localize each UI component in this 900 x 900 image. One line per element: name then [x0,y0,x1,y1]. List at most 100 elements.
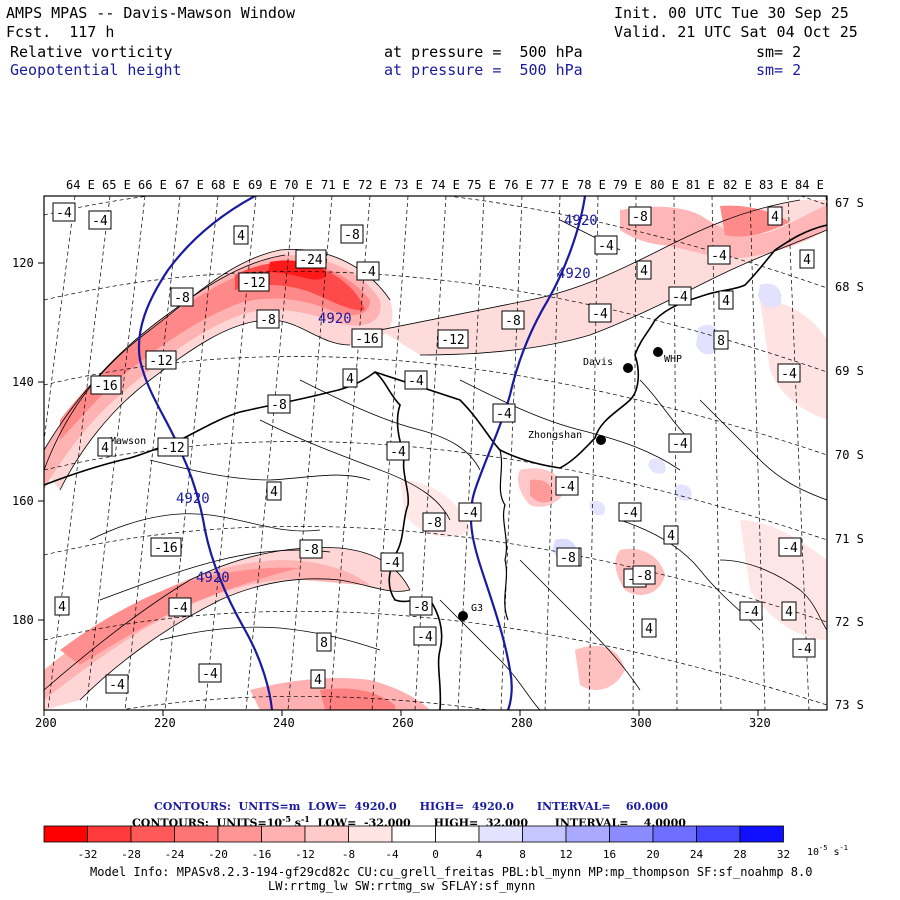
plot-title: AMPS MPAS -- Davis-Mawson Window [6,4,295,22]
vorticity-value: -4 [408,374,424,389]
vorticity-value-frame [594,235,618,255]
vorticity-value-frame [458,502,482,522]
vorticity-shading [44,200,827,710]
vorticity-value-frame [267,394,291,414]
field-smooth-vorticity: sm= 2 [756,43,802,61]
vorticity-value: -4 [672,437,688,452]
vorticity-value-box: -8 [340,224,364,244]
lon-label: 74 E [431,178,460,192]
vorticity-value-box: -16 [90,375,122,395]
vorticity-value: -8 [271,398,287,413]
vorticity-value: 4 [803,253,811,268]
vorticity-value-frame [256,309,280,329]
lat-label: 68 S [835,280,864,294]
vorticity-value-frame [778,537,802,557]
vorticity-value-box: -4 [168,597,192,617]
lon-label: 77 E [540,178,569,192]
vorticity-value-frame [145,350,177,370]
vorticity-value-frame [632,565,656,585]
vorticity-value-frame [150,537,182,557]
vorticity-value: -4 [672,290,688,305]
vorticity-value-frame [422,512,446,532]
model-info: Model Info: MPASv8.2.3-194-gf29cd82c CU:… [90,865,813,879]
lon-label: 84 E [795,178,824,192]
vorticity-value-frame [168,597,192,617]
map-frame [43,195,828,711]
vorticity-value-frame [238,272,270,292]
axis-ticks [38,262,759,716]
y-tick-label: 120 [12,256,34,270]
vorticity-value: -16 [94,379,117,394]
vorticity-value-frame [413,626,437,646]
vorticity-value-box: 4 [233,225,249,245]
vorticity-value-frame [628,206,652,226]
lon-label: 72 E [358,178,387,192]
vorticity-value-box: -16 [351,328,383,348]
vorticity-value-box: -4 [105,674,129,694]
vorticity-value-frame [588,303,612,323]
vort-contour-units: CONTOURS: UNITS=10 [132,816,283,830]
vorticity-value-frame [351,328,383,348]
vorticity-value: -4 [92,214,108,229]
height-label: 4920 [318,311,352,327]
vorticity-value: 4 [346,372,354,387]
vorticity-value-frame [266,481,282,501]
vorticity-value-frame [777,363,801,383]
vorticity-value: -4 [592,307,608,322]
vorticity-value-frame [668,433,692,453]
vorticity-value-frame [718,290,734,310]
forecast-hour: Fcst. 117 h [6,23,115,41]
vorticity-value: -4 [781,367,797,382]
vorticity-value: -4 [622,506,638,521]
vorticity-value: -8 [344,228,360,243]
model-info-physics: LW:rrtmg_lw SW:rrtmg_sw SFLAY:sf_mynn [268,879,536,893]
vorticity-value-box: 4 [266,481,282,501]
field-pressure-vorticity: at pressure = 500 hPa [384,43,583,61]
vorticity-value-frame [157,437,189,457]
vorticity-value-box: -8 [267,394,291,414]
vorticity-value-frame [299,539,323,559]
vorticity-value-frame [54,596,70,616]
vorticity-value-frame [340,224,364,244]
latitude-labels: 67 S 68 S 69 S 70 S 71 S 72 S 73 S [835,196,864,712]
vorticity-value-frame [713,330,729,350]
vorticity-value: 4 [58,600,66,615]
vorticity-value: -12 [149,354,172,369]
vorticity-value-box: 4 [310,669,326,689]
vorticity-value-box: 4 [799,249,815,269]
lon-label: 73 E [394,178,423,192]
vorticity-value: -8 [505,314,521,329]
lon-label: 70 E [284,178,313,192]
height-label: 4920 [557,266,591,282]
vorticity-value-box: -4 [777,363,801,383]
vorticity-value-frame [707,245,731,265]
init-time: Init. 00 UTC Tue 30 Sep 25 [614,4,849,22]
field-smooth-height: sm= 2 [756,61,802,79]
lon-label: 76 E [504,178,533,192]
vorticity-value-box: -16 [150,537,182,557]
vorticity-value: -4 [384,556,400,571]
vorticity-value: -4 [172,601,188,616]
vorticity-value-frame [88,210,112,230]
y-tick-label: 140 [12,375,34,389]
height-contour-labels: 4920 4920 4920 4920 4920 [176,213,598,586]
vorticity-value: -24 [299,253,323,268]
x-tick-label: 300 [630,716,652,730]
vorticity-value: -4 [782,541,798,556]
vorticity-value-frame [97,437,113,457]
vorticity-value-box: 4 [781,601,797,621]
y-tick-label: 160 [12,494,34,508]
vorticity-value: -8 [636,569,652,584]
vorticity-value-frame [316,632,332,652]
field-name-vorticity: Relative vorticity [10,43,173,61]
field-pressure-height: at pressure = 500 hPa [384,61,583,79]
lat-label: 70 S [835,448,864,462]
y-tick-label: 180 [12,613,34,627]
vorticity-value-box: -8 [170,287,194,307]
vorticity-value-box: -4 [492,403,516,423]
lon-label: 78 E [577,178,606,192]
vorticity-value: -4 [56,206,72,221]
lat-label: 69 S [835,364,864,378]
vorticity-value-box: -8 [299,539,323,559]
vorticity-value-box: 4 [641,618,657,638]
